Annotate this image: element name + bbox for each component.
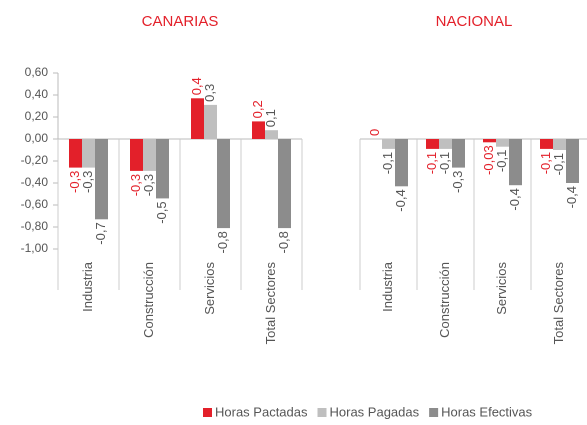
bar [553, 139, 566, 150]
data-label: -0,1 [494, 150, 509, 172]
legend-label: Horas Pactadas [215, 404, 308, 419]
y-tick-label: 0,20 [25, 109, 49, 123]
bar [69, 139, 82, 168]
data-label: 0 [367, 129, 382, 136]
legend-label: Horas Efectivas [441, 404, 533, 419]
y-tick-label: 0,00 [25, 131, 49, 145]
y-tick-label: -0,40 [21, 175, 49, 189]
bar [278, 139, 291, 229]
y-tick-label: 0,60 [25, 65, 49, 79]
x-tick-label: Servicios [202, 262, 217, 315]
x-tick-label: Industria [380, 261, 395, 312]
data-label: -0,3 [67, 171, 82, 193]
bar [82, 139, 95, 168]
data-label: 0,3 [202, 84, 217, 102]
data-label: -0,4 [564, 186, 579, 208]
data-label: -0,7 [93, 222, 108, 244]
y-tick-label: -1,00 [21, 241, 49, 255]
bar [204, 104, 217, 139]
bar [95, 139, 108, 220]
bar [452, 139, 465, 168]
data-label: 0,4 [189, 77, 204, 95]
data-label: -0,4 [507, 188, 522, 210]
y-tick-label: -0,60 [21, 197, 49, 211]
data-label: -0,3 [128, 174, 143, 196]
bar [509, 139, 522, 186]
y-tick-label: -0,20 [21, 153, 49, 167]
data-label: -0,8 [276, 231, 291, 253]
legend-swatch [203, 408, 212, 417]
bar [252, 121, 265, 139]
bar [143, 139, 156, 171]
data-label: -0,5 [154, 201, 169, 223]
legend-label: Horas Pagadas [330, 404, 420, 419]
bar [382, 139, 395, 149]
y-tick-label: 0,40 [25, 87, 49, 101]
bar [483, 139, 496, 143]
legend-swatch [429, 408, 439, 417]
y-tick-label: -0,80 [21, 219, 49, 233]
data-label: -0,1 [437, 152, 452, 174]
bar [265, 130, 278, 139]
bar [540, 139, 553, 149]
x-tick-label: Construcción [437, 262, 452, 338]
x-tick-label: Construcción [141, 262, 156, 338]
x-tick-label: Industria [80, 261, 95, 312]
data-label: -0,1 [538, 152, 553, 174]
data-label: -0,1 [424, 152, 439, 174]
x-tick-label: Total Sectores [263, 262, 278, 345]
data-label: -0,3 [450, 171, 465, 193]
bar [426, 139, 439, 149]
data-label: -0,1 [380, 152, 395, 174]
bar [395, 139, 408, 187]
bar [156, 139, 169, 199]
x-tick-label: Servicios [494, 262, 509, 315]
bar [496, 139, 509, 147]
data-label: -0,03 [481, 145, 496, 175]
panel-title: CANARIAS [142, 13, 219, 30]
bar [217, 139, 230, 229]
panel-title: NACIONAL [436, 13, 513, 30]
data-label: -0,8 [215, 231, 230, 253]
data-label: 0,1 [263, 109, 278, 127]
bar [191, 98, 204, 139]
bar [566, 139, 579, 183]
data-label: -0,1 [551, 153, 566, 175]
data-label: 0,2 [250, 100, 265, 118]
data-label: -0,3 [141, 174, 156, 196]
data-label: -0,3 [80, 171, 95, 193]
x-tick-label: Total Sectores [551, 262, 566, 345]
data-label: -0,4 [393, 189, 408, 211]
bar [130, 139, 143, 171]
bar [439, 139, 452, 149]
legend-swatch [317, 408, 327, 417]
